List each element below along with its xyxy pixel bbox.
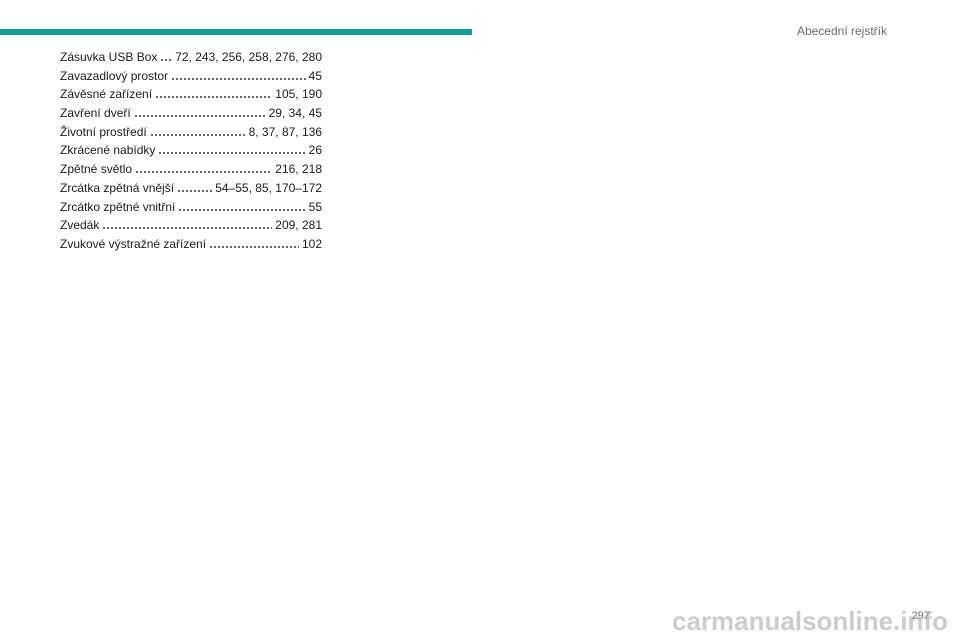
index-entry: Zvukové výstražné zařízení 102 <box>60 235 322 254</box>
entry-pages: 8, 37, 87, 136 <box>248 124 322 139</box>
index-entry: Zpětné světlo 216, 218 <box>60 160 322 179</box>
entry-term: Závěsné zařízení <box>60 87 153 102</box>
index-entry: Zavření dveří 29, 34, 45 <box>60 104 322 123</box>
dot-leader <box>135 171 273 174</box>
index-entry: Životní prostředí 8, 37, 87, 136 <box>60 123 322 142</box>
entry-term: Zkrácené nabídky <box>60 143 156 158</box>
index-entry: Zkrácené nabídky 26 <box>60 141 322 160</box>
entry-pages: 72, 243, 256, 258, 276, 280 <box>175 50 322 64</box>
entry-term: Zásuvka USB Box <box>60 50 158 64</box>
entry-term: Zrcátko zpětné vnitřní <box>60 199 176 214</box>
entry-pages: 26 <box>308 143 322 158</box>
dot-leader <box>160 59 173 61</box>
entry-term: Zvukové výstražné zařízení <box>60 236 207 251</box>
index-entry: Zrcátko zpětné vnitřní 55 <box>60 198 322 217</box>
entry-term: Životní prostředí <box>60 124 147 139</box>
dot-leader <box>155 96 273 99</box>
entry-pages: 29, 34, 45 <box>268 106 322 121</box>
entry-pages: 102 <box>301 236 322 251</box>
entry-term: Zvedák <box>60 218 100 233</box>
index-list: Zásuvka USB Box 72, 243, 256, 258, 276, 2… <box>60 48 322 254</box>
index-entry: Zrcátka zpětná vnější 54–55, 85, 170–172 <box>60 179 322 198</box>
entry-pages: 105, 190 <box>275 87 322 102</box>
page-number: 297 <box>911 610 930 622</box>
index-entry: Zavazadlový prostor 45 <box>60 67 322 86</box>
dot-leader <box>133 115 266 118</box>
header-title: Abecední rejstřík <box>796 24 887 38</box>
index-entry: Zásuvka USB Box 72, 243, 256, 258, 276, 2… <box>60 48 322 67</box>
entry-pages: 55 <box>308 199 322 214</box>
entry-pages: 209, 281 <box>275 218 322 233</box>
entry-term: Zavazadlový prostor <box>60 68 169 83</box>
dot-leader <box>158 152 306 155</box>
index-entry: Zvedák 209, 281 <box>60 216 322 235</box>
dot-leader <box>177 189 213 192</box>
entry-pages: 216, 218 <box>275 162 322 177</box>
dot-leader <box>178 208 306 211</box>
dot-leader <box>209 245 299 248</box>
entry-term: Zavření dveří <box>60 106 131 121</box>
entry-term: Zrcátka zpětná vnější <box>60 180 175 195</box>
entry-term: Zpětné světlo <box>60 162 133 177</box>
entry-pages: 45 <box>308 68 322 83</box>
dot-leader <box>171 77 306 80</box>
index-entry: Závěsné zařízení 105, 190 <box>60 85 322 104</box>
watermark: carmanualsonline.info <box>672 606 948 636</box>
dot-leader <box>102 227 273 230</box>
dot-leader <box>149 133 246 136</box>
header-bar <box>0 29 472 35</box>
entry-pages: 54–55, 85, 170–172 <box>215 180 322 195</box>
